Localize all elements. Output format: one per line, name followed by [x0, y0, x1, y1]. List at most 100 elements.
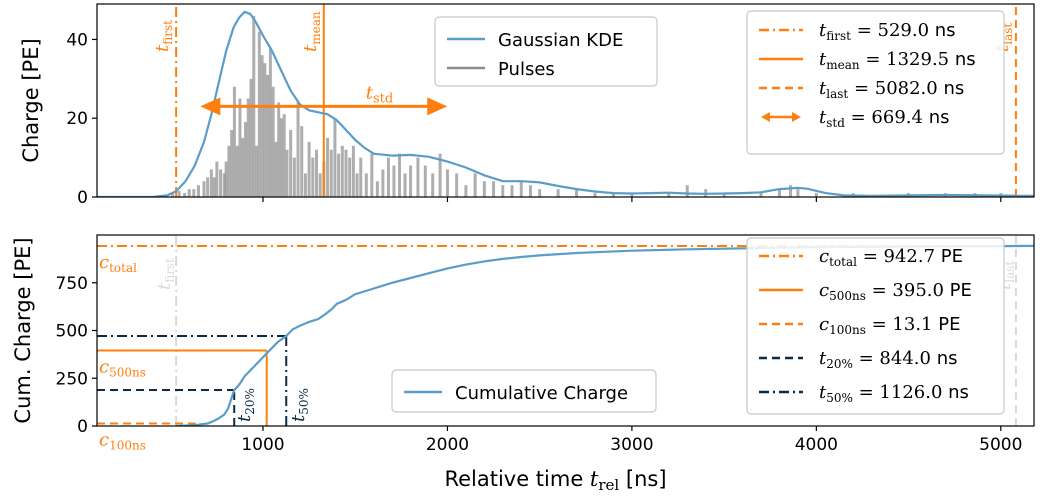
x-tick-label: 1000 [241, 435, 284, 455]
legend-main-box [391, 369, 657, 413]
x-axis-label-unit: [ns] [619, 467, 666, 491]
legend-stats-value: = 669.4 [845, 107, 923, 128]
y-tick-label: 0 [77, 188, 88, 208]
legend-stats-value: = 1329.5 [860, 49, 950, 70]
legend-stats-var: t [819, 348, 827, 369]
std-arrow-head-right [427, 97, 448, 116]
legend-stats-label: t20% = 844.0 ns [819, 348, 957, 371]
legend-stats-value: = 844.0 [853, 348, 931, 369]
legend-main-label: Pulses [498, 59, 555, 80]
series-line-gaussian-kde [97, 10, 1034, 197]
legend-stats-label: tmean = 1329.5 ns [819, 49, 976, 72]
x-tick-label: 4000 [795, 435, 838, 455]
legend-stats-sub: last [826, 87, 848, 101]
plot-area-top [97, 4, 1034, 197]
legend-stats-label: tfirst = 529.0 ns [819, 20, 956, 43]
vline-label-20%: t20% [234, 388, 257, 422]
hline-label-100ns: c100ns [99, 429, 146, 452]
axes-frame-top [96, 3, 1035, 198]
plot-area-bottom [97, 235, 1034, 426]
y-tick-label: 0 [77, 417, 88, 437]
legend-stats-sub: 100ns [829, 323, 866, 337]
y-axis-label: Charge [PE] [19, 38, 43, 162]
std-arrow-head-left [200, 97, 221, 116]
vline-label-first-sub: first [161, 20, 175, 45]
legend-stats-sub: mean [826, 58, 860, 72]
legend-stats-unit: ns [942, 382, 969, 403]
legend-stats-swatch-head [761, 112, 770, 122]
std-arrow-label-var: t [366, 82, 374, 103]
legend-stats-unit: ns [949, 49, 976, 70]
legend-stats-label: c500ns = 395.0 PE [819, 280, 972, 303]
legend-stats-var: t [819, 78, 827, 99]
legend-stats-unit: PE [944, 280, 972, 301]
legend-stats-label: tlast = 5082.0 ns [819, 78, 964, 101]
vline-label-first: tfirst [152, 20, 175, 52]
x-tick-label: 5000 [979, 435, 1022, 455]
vline-label-first-var: t [152, 44, 173, 52]
legend-stats-var: c [819, 314, 829, 335]
legend-stats-var: t [819, 49, 827, 70]
legend-stats-label: ctotal = 942.7 PE [819, 246, 963, 269]
hline-label-100ns-sub: 100ns [109, 438, 146, 452]
legend-stats-var: t [819, 20, 827, 41]
legend-stats-sub: 50% [826, 391, 853, 405]
legend-stats-label: c100ns = 13.1 PE [819, 314, 960, 337]
vline-label-20%-var: t [234, 414, 255, 422]
legend-stats-var: t [819, 107, 827, 128]
legend-stats-value: = 529.0 [851, 20, 929, 41]
vline-label-50%: t50% [288, 388, 311, 422]
vline-label-last-sub: last [1003, 261, 1017, 283]
std-arrow-label: tstd [366, 82, 393, 106]
y-axis-label: Cum. Charge [PE] [11, 237, 35, 423]
x-tick-label: 2000 [426, 435, 469, 455]
legend-stats-unit: ns [931, 348, 958, 369]
std-arrow-label-sub: std [373, 91, 393, 106]
y-tick-label: 750 [56, 274, 88, 294]
hline-label-500ns-sub: 500ns [109, 366, 146, 380]
vline-label-50%-sub: 50% [297, 388, 311, 415]
legend-stats-var: t [819, 382, 827, 403]
x-tick-label: 3000 [610, 435, 653, 455]
legend-stats-var: c [819, 246, 829, 267]
hline-label-total-var: c [99, 252, 109, 273]
vline-label-50%-var: t [288, 414, 309, 422]
legend-stats-sub: 500ns [829, 289, 866, 303]
legend-stats-value: = 13.1 [866, 314, 933, 335]
hline-label-total-sub: total [109, 261, 137, 275]
legend-main-box [434, 16, 658, 87]
legend-stats-swatch-head [792, 112, 801, 122]
legend-stats-sub: std [826, 116, 845, 130]
legend-stats-value: = 5082.0 [848, 78, 938, 99]
legend-stats-sub: 20% [826, 357, 853, 371]
legend-stats-box [746, 10, 1005, 155]
y-tick-label: 20 [66, 109, 88, 129]
legend-stats-sub: total [829, 255, 857, 269]
vline-label-mean-sub: mean [309, 11, 323, 45]
vline-label-first: tfirst [154, 258, 177, 290]
vline-label-first-sub: first [163, 258, 177, 283]
legend-stats-unit: PE [935, 246, 963, 267]
legend-stats-label: tstd = 669.4 ns [819, 107, 949, 130]
vline-label-20%-sub: 20% [243, 388, 257, 415]
x-axis-label-var: t [590, 467, 599, 491]
legend-stats-label: t50% = 1126.0 ns [819, 382, 969, 405]
vline-label-mean-var: t [300, 44, 321, 52]
y-tick-label: 40 [66, 30, 88, 50]
legend-stats-unit: ns [938, 78, 965, 99]
legend-stats-unit: ns [923, 107, 950, 128]
legend-stats-unit: PE [933, 314, 961, 335]
legend-stats-value: = 395.0 [866, 280, 944, 301]
hline-label-500ns-var: c [99, 357, 109, 378]
legend-stats-var: c [819, 280, 829, 301]
y-tick-label: 500 [56, 322, 88, 342]
legend-main-label: Cumulative Charge [455, 383, 628, 404]
series-line-cumulative-charge [176, 244, 1034, 426]
hline-label-total: ctotal [99, 252, 137, 275]
hline-label-100ns-var: c [99, 429, 109, 450]
x-axis-label-sub: rel [598, 476, 619, 494]
panel-bottom: 1000 2000 3000 4000 5000 0 250 500 750 Cum. Charg… [11, 234, 1035, 494]
x-axis-label: Relative time trel [ns] [444, 467, 666, 494]
